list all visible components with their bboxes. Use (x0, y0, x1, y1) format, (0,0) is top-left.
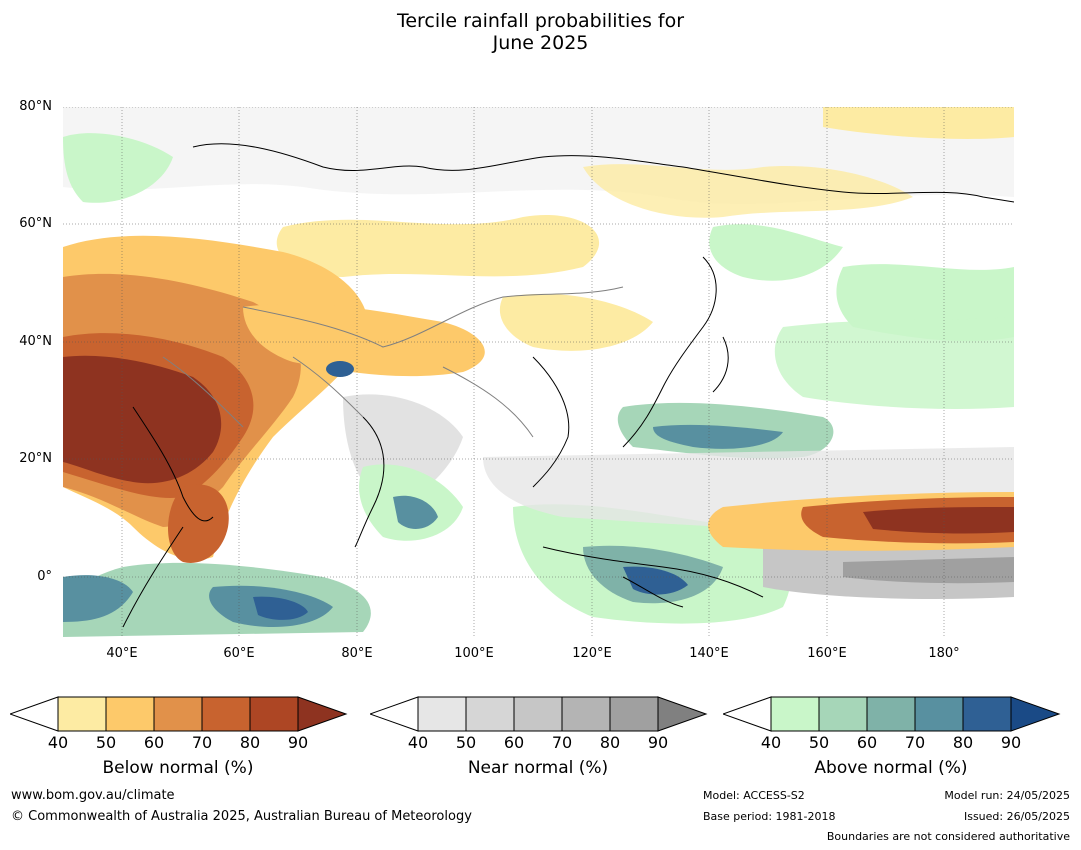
country-borders (162, 286, 624, 438)
lat-label-80n: 80°N (19, 99, 52, 114)
base-period: Base period: 1981-2018 (703, 810, 836, 823)
tick-label: 50 (455, 733, 477, 752)
colorbar-near-normal (370, 696, 708, 732)
tick-label: 50 (808, 733, 830, 752)
lat-label-20n: 20°N (19, 451, 52, 466)
title-line-2: June 2025 (492, 32, 589, 54)
tick-label: 40 (47, 733, 69, 752)
lon-label-100e: 100°E (454, 646, 494, 661)
lon-label-60e: 60°E (223, 646, 255, 661)
colorbar-near-title: Near normal (%) (467, 758, 609, 778)
tick-label: 80 (952, 733, 974, 752)
lon-label-40e: 40°E (106, 646, 138, 661)
rainfall-probability-map (63, 107, 1014, 637)
tick-label: 40 (760, 733, 782, 752)
title-line-1: Tercile rainfall probabilities for (396, 10, 685, 32)
lon-label-180: 180° (928, 646, 960, 661)
probability-shading (63, 107, 1014, 637)
model-name: Model: ACCESS-S2 (703, 789, 805, 802)
tick-label: 90 (1000, 733, 1022, 752)
tick-label: 90 (647, 733, 669, 752)
tick-label: 70 (904, 733, 926, 752)
colorbar-below-title: Below normal (%) (102, 758, 254, 778)
tick-label: 40 (407, 733, 429, 752)
tick-label: 70 (551, 733, 573, 752)
colorbar-below-normal (10, 696, 348, 732)
tick-label: 50 (95, 733, 117, 752)
boundaries-disclaimer: Boundaries are not considered authoritat… (826, 830, 1070, 843)
lat-label-0: 0° (37, 569, 52, 584)
tick-label: 70 (191, 733, 213, 752)
graticule (63, 107, 1014, 637)
issued-date: Issued: 26/05/2025 (963, 810, 1070, 823)
tick-label: 80 (599, 733, 621, 752)
colorbar-above-title: Above normal (%) (814, 758, 968, 778)
tick-label: 80 (239, 733, 261, 752)
tick-label: 90 (287, 733, 309, 752)
lon-label-140e: 140°E (689, 646, 729, 661)
lon-label-120e: 120°E (572, 646, 612, 661)
map-title: Tercile rainfall probabilities for June … (0, 10, 1081, 54)
model-run-date: Model run: 24/05/2025 (944, 789, 1070, 802)
copyright-notice: © Commonwealth of Australia 2025, Austra… (11, 809, 472, 824)
tick-label: 60 (503, 733, 525, 752)
lat-label-40n: 40°N (19, 334, 52, 349)
tick-label: 60 (143, 733, 165, 752)
lon-label-160e: 160°E (807, 646, 847, 661)
colorbar-above-normal (723, 696, 1061, 732)
lon-label-80e: 80°E (341, 646, 373, 661)
website-link[interactable]: www.bom.gov.au/climate (11, 788, 175, 803)
tick-label: 60 (856, 733, 878, 752)
lat-label-60n: 60°N (19, 216, 52, 231)
coastlines (122, 143, 1014, 628)
